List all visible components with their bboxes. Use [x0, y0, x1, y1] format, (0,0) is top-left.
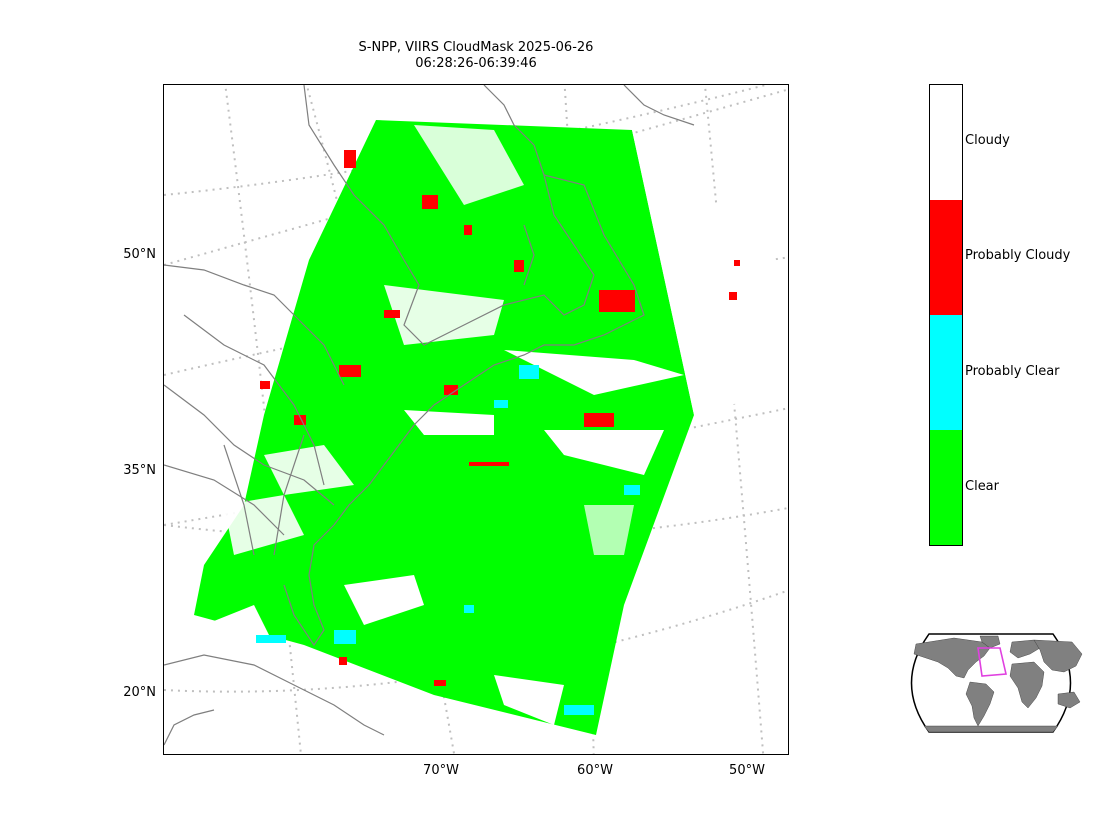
title-line-1: S-NPP, VIIRS CloudMask 2025-06-26	[358, 40, 594, 55]
colorbar-label-cloudy: Cloudy	[965, 133, 1010, 148]
colorbar-clear	[930, 430, 962, 545]
lat-label-35n: 35°N	[123, 463, 156, 478]
lat-label-50n: 50°N	[123, 247, 156, 262]
colorbar-label-probably-cloudy: Probably Cloudy	[965, 248, 1071, 263]
lon-label-70w: 70°W	[423, 763, 459, 778]
title-line-2: 06:28:26-06:39:46	[415, 56, 537, 71]
colorbar	[929, 84, 963, 546]
inset-region-box	[977, 647, 1007, 677]
coastlines	[164, 85, 695, 746]
colorbar-label-clear: Clear	[965, 479, 999, 494]
inset-world-map	[894, 632, 1088, 734]
cloudmask-swath	[194, 120, 788, 735]
map-canvas	[164, 85, 788, 754]
chart-title: S-NPP, VIIRS CloudMask 2025-06-26 06:28:…	[163, 40, 789, 72]
map-panel[interactable]	[163, 84, 789, 755]
lon-label-50w: 50°W	[729, 763, 765, 778]
lon-label-60w: 60°W	[577, 763, 613, 778]
inset-globe	[910, 633, 1083, 733]
lat-label-20n: 20°N	[123, 685, 156, 700]
colorbar-label-probably-clear: Probably Clear	[965, 364, 1060, 379]
colorbar-cloudy	[930, 85, 962, 200]
colorbar-probably-cloudy	[930, 200, 962, 315]
colorbar-probably-clear	[930, 315, 962, 430]
